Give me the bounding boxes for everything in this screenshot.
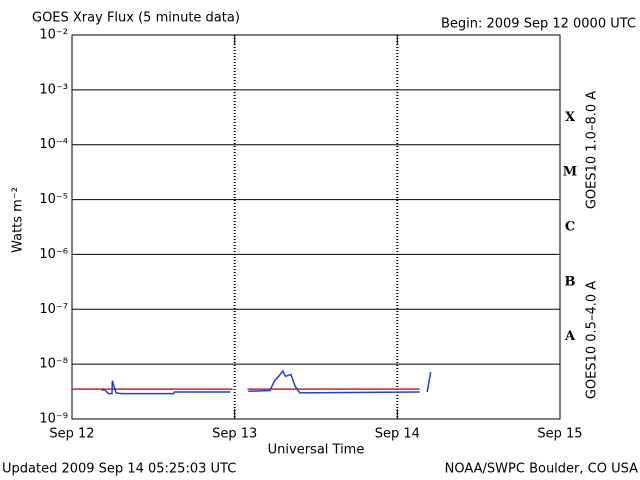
footer-left: Updated 2009 Sep 14 05:25:03 UTC xyxy=(2,462,236,477)
footer-right: NOAA/SWPC Boulder, CO USA xyxy=(445,462,638,477)
flare-class: B xyxy=(565,274,576,289)
y-tick-label: 10⁻⁹ xyxy=(39,412,68,427)
x-tick-label: Sep 15 xyxy=(537,427,582,442)
flare-class: C xyxy=(565,220,575,235)
chart-title: GOES Xray Flux (5 minute data) xyxy=(32,11,240,26)
y-tick-label: 10⁻⁶ xyxy=(39,247,68,262)
series-line xyxy=(101,369,432,395)
legend-label: GOES10 1.0–8.0 A xyxy=(585,91,600,209)
x-axis-label: Universal Time xyxy=(268,443,365,458)
y-tick-label: 10⁻³ xyxy=(39,82,68,97)
flare-class: M xyxy=(563,165,577,180)
y-tick-label: 10⁻⁴ xyxy=(39,137,68,152)
y-tick-label: 10⁻⁸ xyxy=(39,357,68,372)
x-tick-label: Sep 12 xyxy=(49,427,94,442)
y-axis-label: Watts m⁻² xyxy=(11,187,26,253)
legend-label: GOES10 0.5–4.0 A xyxy=(585,281,600,399)
x-tick-label: Sep 13 xyxy=(212,427,257,442)
y-tick-label: 10⁻⁵ xyxy=(39,192,68,207)
flare-class: X xyxy=(565,110,576,125)
plot-frame xyxy=(71,34,561,420)
y-tick-label: 10⁻⁷ xyxy=(39,302,68,317)
x-tick-label: Sep 14 xyxy=(375,427,420,442)
y-tick-label: 10⁻² xyxy=(39,28,68,43)
chart-subtitle: Begin: 2009 Sep 12 0000 UTC xyxy=(441,17,636,32)
flare-class: A xyxy=(564,329,576,344)
